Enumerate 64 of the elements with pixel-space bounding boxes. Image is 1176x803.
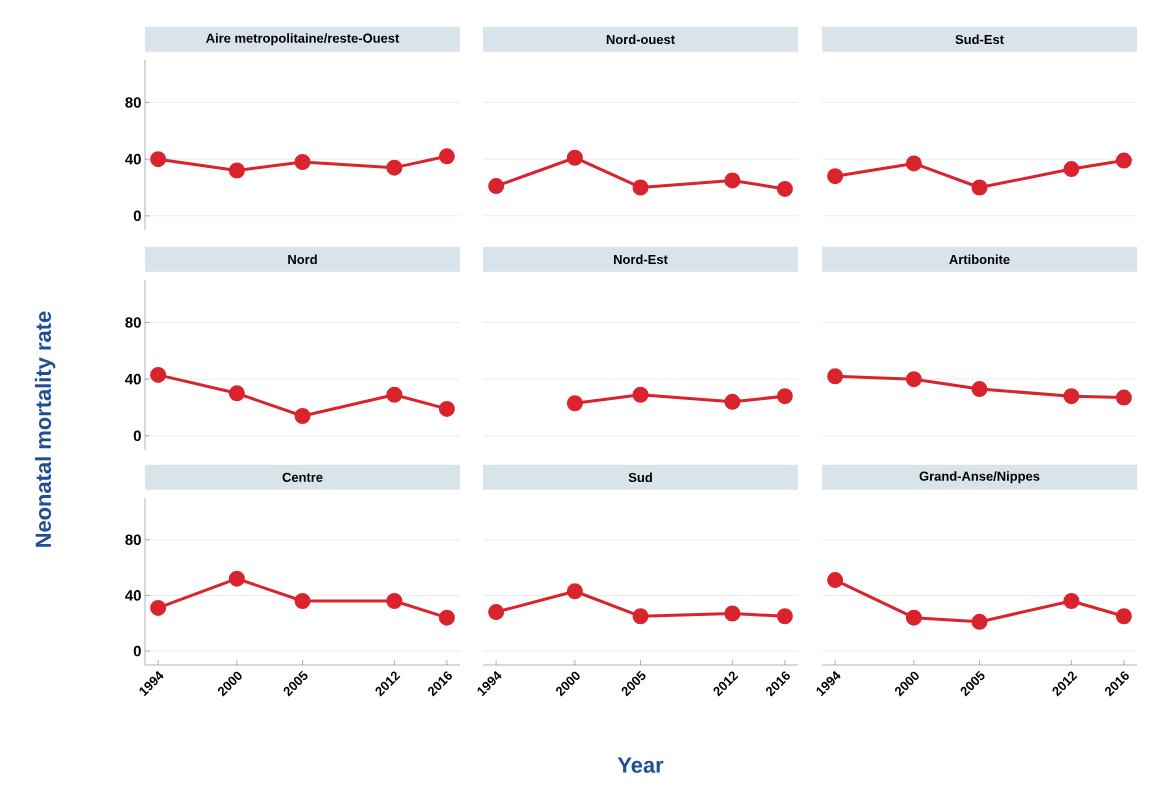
point (294, 592, 311, 609)
y-tick-label: 80 (125, 317, 141, 328)
point (776, 388, 793, 405)
point (1115, 608, 1132, 625)
point (724, 605, 741, 622)
point (294, 407, 311, 424)
y-axis-title: Neonatal mortality rate (34, 311, 56, 547)
point (971, 179, 988, 196)
chart-title: Nord (288, 254, 317, 265)
point (386, 159, 403, 176)
point (1063, 388, 1080, 405)
chart-title: Grand-Anse/Nippes (919, 471, 1040, 484)
y-tick-label: 80 (125, 534, 141, 546)
point (724, 172, 741, 189)
point (827, 168, 844, 185)
point (1063, 161, 1080, 178)
point (488, 178, 505, 195)
y-tick-label: 0 (133, 210, 141, 222)
point (438, 400, 455, 417)
y-tick-label: 40 (125, 590, 141, 601)
chart-title: Aire metropolitaine/reste-Ouest (206, 33, 400, 46)
point (1115, 389, 1132, 406)
point (971, 613, 988, 630)
chart-title: Artibonite (949, 254, 1010, 265)
point (632, 608, 649, 625)
point (1063, 592, 1080, 609)
point (566, 395, 583, 412)
point (827, 572, 844, 589)
point (905, 609, 922, 626)
point (724, 393, 741, 410)
chart-title: Sud-Est (955, 34, 1004, 45)
chart-title: Centre (282, 472, 323, 482)
point (386, 592, 403, 609)
chart-title: Nord-Est (614, 254, 668, 265)
chart-title: Nord-ouest (606, 34, 675, 45)
point (228, 570, 245, 587)
point (827, 368, 844, 385)
point (776, 180, 793, 197)
y-tick-label: 80 (125, 97, 141, 108)
point (294, 153, 311, 170)
point (1115, 152, 1132, 169)
point (632, 386, 649, 403)
chart-title: Sud (628, 472, 652, 483)
x-axis-title: Year (617, 757, 664, 773)
y-tick-label: 0 (133, 645, 141, 657)
point (905, 155, 922, 172)
point (150, 599, 167, 616)
point (566, 583, 583, 600)
point (228, 162, 245, 179)
y-tick-label: 40 (125, 153, 141, 165)
point (228, 385, 245, 402)
point (488, 604, 505, 621)
point (566, 149, 583, 166)
point (150, 151, 167, 168)
point (632, 179, 649, 196)
y-tick-label: 40 (125, 373, 141, 385)
point (776, 608, 793, 625)
point (971, 381, 988, 398)
point (386, 386, 403, 403)
y-tick-label: 0 (133, 430, 141, 442)
point (905, 371, 922, 388)
point (150, 366, 167, 383)
point (438, 148, 455, 165)
point (438, 609, 455, 626)
